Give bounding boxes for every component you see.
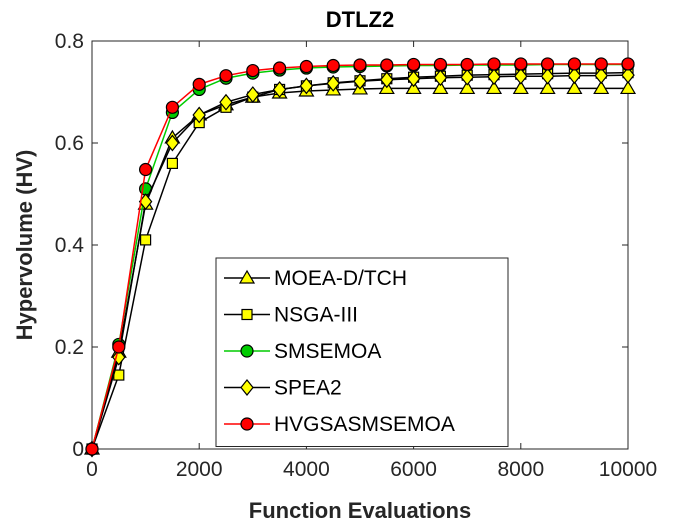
- x-tick-label: 10000: [599, 458, 657, 481]
- data-point: [619, 80, 637, 95]
- y-tick-label: 0.8: [55, 30, 84, 53]
- data-point: [219, 69, 233, 83]
- data-point: [566, 80, 583, 95]
- data-point: [219, 93, 233, 111]
- data-point: [433, 69, 448, 87]
- y-tick-label: 0: [72, 438, 84, 461]
- x-tick-label: 6000: [390, 458, 437, 481]
- data-point: [485, 80, 503, 95]
- data-point: [353, 58, 367, 72]
- data-point: [514, 57, 528, 71]
- data-point: [246, 63, 260, 78]
- data-point: [539, 80, 556, 95]
- data-point: [326, 58, 340, 73]
- data-point: [594, 67, 608, 85]
- data-point: [405, 80, 422, 95]
- x-axis-ticks: 0 2000 4000 6000 8000 10000: [86, 41, 657, 481]
- data-point: [621, 66, 635, 84]
- legend-marker: [238, 269, 256, 284]
- data-point: [165, 134, 180, 152]
- legend-label: HVGSASMSEMOA: [274, 413, 455, 436]
- x-tick-label: 8000: [497, 458, 544, 481]
- data-point: [487, 57, 501, 71]
- data-point: [165, 100, 179, 114]
- legend-item: NSGA-III: [224, 304, 358, 327]
- data-point: [192, 77, 206, 91]
- legend-box: [215, 257, 509, 447]
- data-point: [272, 80, 287, 98]
- y-tick-label: 0.2: [55, 336, 84, 359]
- legend-item: SMSEMOA: [224, 340, 381, 363]
- data-point: [432, 80, 449, 95]
- data-point: [540, 67, 555, 85]
- data-point: [380, 58, 394, 72]
- data-point: [407, 57, 421, 72]
- x-tick-label: 2000: [176, 458, 223, 481]
- legend-label: NSGA-III: [274, 304, 358, 327]
- data-point: [514, 67, 528, 85]
- x-axis-label: Function Evaluations: [249, 498, 471, 523]
- chart-title: DTLZ2: [326, 7, 394, 32]
- x-tick-label: 4000: [283, 458, 330, 481]
- data-point: [593, 80, 610, 95]
- legend-marker: [240, 344, 254, 358]
- y-axis-label: Hypervolume (HV): [12, 150, 37, 341]
- data-point: [380, 71, 394, 89]
- legend-label: SMSEMOA: [274, 340, 381, 363]
- data-point: [460, 57, 474, 72]
- y-tick-label: 0.4: [55, 234, 85, 257]
- data-point: [459, 80, 476, 95]
- data-point: [85, 442, 99, 456]
- x-tick-label: 0: [86, 458, 98, 481]
- data-point: [512, 80, 529, 95]
- data-point: [540, 57, 555, 71]
- legend-marker: [240, 417, 254, 431]
- y-tick-label: 0.6: [55, 132, 84, 155]
- legend-item: SPEA2: [224, 377, 342, 400]
- data-point: [139, 162, 153, 177]
- data-point: [140, 234, 152, 246]
- series-layer: [83, 57, 637, 458]
- data-point: [433, 57, 447, 72]
- legend-marker: [240, 379, 254, 396]
- legend-item: HVGSASMSEMOA: [224, 413, 455, 436]
- data-point: [353, 72, 367, 90]
- data-point: [299, 77, 314, 95]
- data-point: [166, 157, 178, 169]
- data-point: [487, 68, 501, 86]
- data-point: [567, 57, 582, 71]
- legend-label: MOEA-D/TCH: [274, 267, 407, 290]
- y-axis-ticks: 0 0.2 0.4 0.6 0.8: [55, 30, 628, 461]
- legend: MOEA-D/TCH NSGA-III SMSEMOA SPEA2 HVGSASMSEM…: [215, 257, 509, 447]
- data-point: [326, 74, 340, 92]
- legend-label: SPEA2: [274, 377, 342, 400]
- data-point: [192, 106, 206, 124]
- data-point: [594, 57, 608, 71]
- series-4: [85, 57, 635, 456]
- legend-marker: [241, 308, 253, 321]
- legend-item: MOEA-D/TCH: [224, 267, 407, 290]
- data-point: [299, 59, 313, 74]
- data-point: [460, 68, 474, 86]
- data-point: [246, 86, 260, 104]
- data-point: [112, 340, 126, 354]
- data-point: [406, 70, 421, 88]
- data-point: [273, 61, 287, 75]
- data-point: [621, 57, 635, 71]
- data-point: [567, 67, 582, 85]
